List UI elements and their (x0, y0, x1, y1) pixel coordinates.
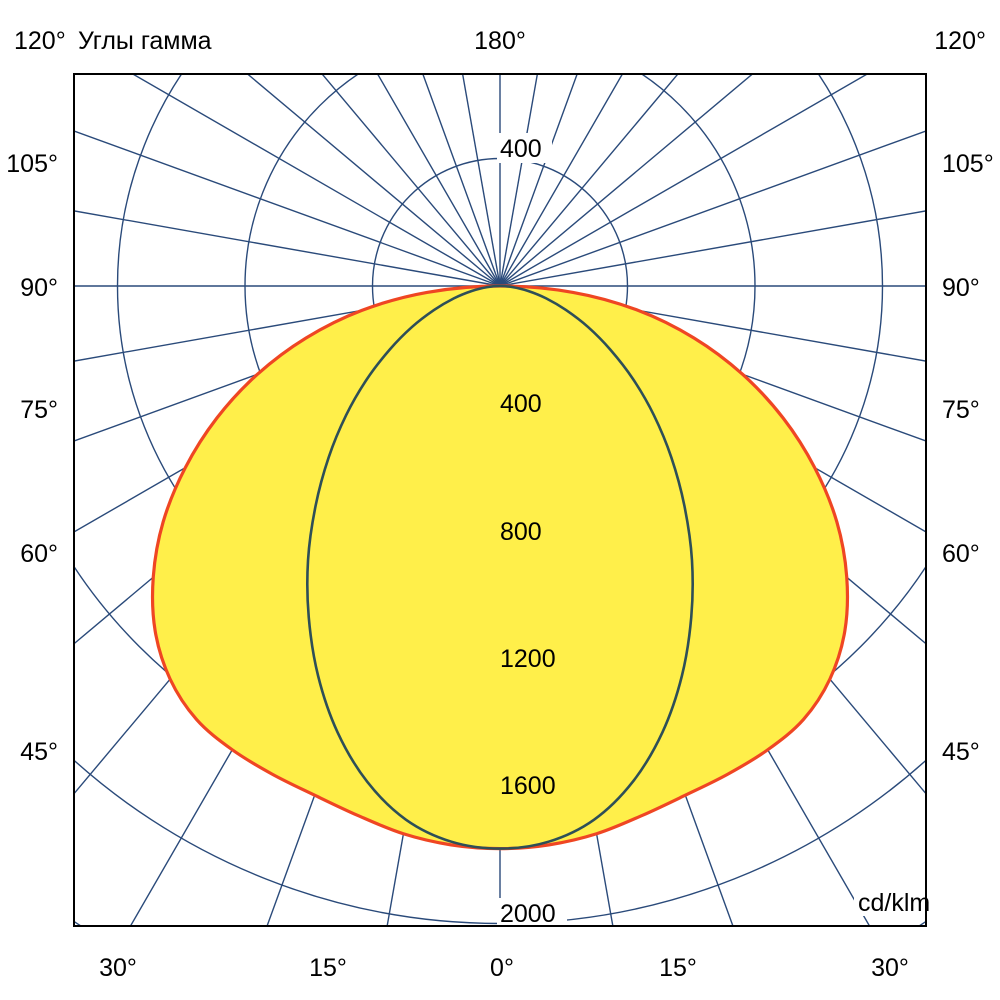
unit-label: cd/klm (858, 889, 930, 917)
ring-label-1600: 1600 (500, 772, 556, 800)
ring-label-800-group: 800 (497, 516, 552, 546)
ring-label-1200: 1200 (500, 645, 556, 673)
grid-spoke-260 (74, 210, 501, 287)
ring-label-400-group: 400 (497, 133, 552, 163)
axis-label-bottom-30-left: 30° (99, 954, 137, 982)
c90-c270-curve (306, 284, 694, 850)
axis-label-bottom-15-right: 15° (659, 954, 697, 982)
axis-label-left-90: 90° (20, 274, 58, 302)
plot-frame (73, 73, 927, 927)
grid-spoke-190 (461, 74, 501, 287)
axis-label-left-75: 75° (20, 396, 58, 424)
grid-spoke-230 (246, 74, 501, 287)
axis-label-right-45: 45° (942, 738, 980, 766)
axis-label-top-center-180: 180° (474, 27, 526, 55)
page-title: Углы гамма (78, 27, 212, 55)
grid-spoke-220 (321, 74, 501, 287)
grid-spoke-80 (499, 285, 926, 362)
axis-label-bottom-30-right: 30° (871, 954, 909, 982)
ring-label-400b-group: 400 (497, 388, 552, 418)
grid-spoke-100 (499, 210, 926, 287)
grid-spoke-210 (376, 74, 501, 287)
axis-label-left-45: 45° (20, 738, 58, 766)
axis-label-right-90: 90° (942, 274, 980, 302)
unit-label-group: cd/klm (854, 888, 930, 917)
axis-label-bottom-0: 0° (490, 954, 514, 982)
ring-label-1200-group: 1200 (497, 643, 567, 673)
axis-label-right-105: 105° (942, 150, 994, 178)
axis-label-left-60: 60° (20, 540, 58, 568)
ring-value-labels: 400 400 800 1200 1600 2000 (497, 133, 567, 928)
ring-label-800-bg (497, 516, 552, 546)
ring-label-1600-bg (497, 770, 567, 800)
unit-label-bg (854, 888, 926, 916)
ring-label-400b-bg (497, 388, 552, 418)
distribution-curves (150, 284, 850, 851)
ring-label-400: 400 (500, 135, 542, 163)
luminous-body-fill (152, 286, 848, 849)
grid-spoke-280 (74, 285, 501, 362)
axis-label-right-60: 60° (942, 540, 980, 568)
ring-label-800: 800 (500, 518, 542, 546)
grid-spoke-200 (422, 74, 501, 287)
ring-label-2000-group: 2000 (497, 898, 567, 928)
grid-spoke-150 (499, 74, 624, 287)
axis-label-top-right-120: 120° (934, 27, 986, 55)
axis-label-bottom-15-left: 15° (309, 954, 347, 982)
ring-label-2000-bg (497, 898, 567, 928)
ring-label-1200-bg (497, 643, 567, 673)
grid-spoke-120 (499, 74, 869, 287)
ring-label-1600-group: 1600 (497, 770, 567, 800)
grid-spoke-140 (499, 74, 679, 287)
grid-spoke-240 (131, 74, 501, 287)
grid-spoke-250 (74, 130, 501, 287)
grid-spoke-130 (499, 74, 754, 287)
axis-label-top-left-120: 120° (14, 27, 66, 55)
grid-spoke-110 (499, 130, 926, 287)
ring-label-400-bg (497, 133, 552, 163)
axis-label-left-105: 105° (6, 150, 58, 178)
ring-label-2000: 2000 (500, 900, 556, 928)
ring-label-400-inner: 400 (500, 390, 542, 418)
axis-label-right-75: 75° (942, 396, 980, 424)
